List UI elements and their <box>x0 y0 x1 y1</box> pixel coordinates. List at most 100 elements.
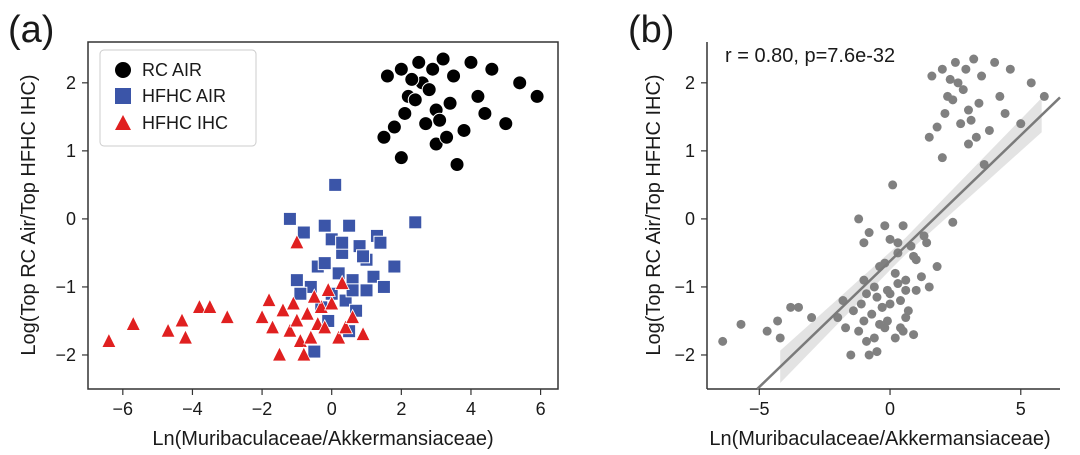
panel-a-marks <box>101 51 545 362</box>
point-combined <box>953 78 963 88</box>
point-combined <box>995 91 1005 101</box>
point-hfhc-air <box>317 218 332 233</box>
point-hfhc-air <box>307 344 322 359</box>
point-rc-air <box>512 75 528 91</box>
point-combined <box>961 64 971 74</box>
point-combined <box>893 279 903 289</box>
point-combined <box>885 234 895 244</box>
point-rc-air <box>432 112 448 128</box>
point-combined <box>895 323 905 333</box>
point-rc-air <box>439 129 455 145</box>
point-hfhc-ihc <box>264 318 281 335</box>
point-hfhc-ihc <box>261 291 277 307</box>
panel-a-letter: (a) <box>8 9 54 51</box>
point-rc-air <box>407 92 423 108</box>
point-combined <box>773 316 783 326</box>
point-combined <box>950 57 960 67</box>
point-hfhc-ihc <box>202 298 218 314</box>
point-combined <box>916 272 926 282</box>
point-combined <box>956 119 966 129</box>
point-hfhc-ihc <box>303 329 319 345</box>
point-combined <box>869 282 879 292</box>
point-hfhc-ihc <box>174 312 190 328</box>
point-combined <box>869 333 879 343</box>
point-combined <box>854 214 864 224</box>
point-combined <box>919 231 929 241</box>
y-tick-label: 1 <box>685 141 695 161</box>
point-combined <box>846 350 856 360</box>
legend-triangle-icon <box>115 115 131 130</box>
point-hfhc-air <box>335 235 350 250</box>
point-combined <box>864 228 874 238</box>
point-combined <box>872 347 882 357</box>
y-tick-label: −2 <box>55 345 76 365</box>
point-rc-air <box>425 61 441 77</box>
point-combined <box>948 217 958 227</box>
point-combined <box>872 292 882 302</box>
point-combined <box>927 71 937 81</box>
correlation-annotation: r = 0.80, p=7.6e-32 <box>725 45 895 67</box>
point-combined <box>786 302 796 312</box>
point-combined <box>990 57 1000 67</box>
point-rc-air <box>421 82 437 98</box>
point-combined <box>841 323 851 333</box>
point-hfhc-ihc <box>177 329 194 345</box>
panel-a-frame <box>87 41 559 390</box>
point-hfhc-air <box>342 218 357 233</box>
point-rc-air <box>463 54 479 70</box>
point-combined <box>775 333 785 343</box>
point-combined <box>877 302 887 312</box>
point-rc-air <box>376 129 392 145</box>
y-tick-label: 2 <box>685 73 695 93</box>
y-tick-label: 1 <box>66 141 76 161</box>
panel-a-y-axis-label: Log(Top RC Air/Top HFHC IHC) <box>18 74 40 355</box>
panel-a-x-axis-label: Ln(Muribaculaceae/Akkermansiaceae) <box>152 428 493 450</box>
point-hfhc-ihc <box>299 305 315 321</box>
y-tick-label: −1 <box>674 277 695 297</box>
point-combined <box>969 54 979 64</box>
y-tick-label: 0 <box>66 209 76 229</box>
legend-label-hfhc-ihc: HFHC IHC <box>142 113 228 133</box>
point-combined <box>932 122 942 132</box>
point-combined <box>882 285 892 295</box>
point-combined <box>848 306 858 316</box>
x-tick-label: 4 <box>466 399 476 419</box>
point-hfhc-ihc <box>289 233 305 250</box>
point-hfhc-air <box>296 225 311 240</box>
scatter-panel-b: (b) −5 0 5 −2 −1 0 1 2 r = 0.80, p=7.6e-32 Ln(M… <box>628 9 1061 450</box>
point-combined <box>898 221 908 231</box>
point-hfhc-ihc <box>160 322 176 338</box>
point-hfhc-air <box>345 283 360 298</box>
point-combined <box>901 275 911 285</box>
legend-label-hfhc-air: HFHC AIR <box>142 86 226 106</box>
y-tick-label: −2 <box>674 345 695 365</box>
point-combined <box>1016 119 1026 129</box>
point-rc-air <box>393 61 409 77</box>
point-combined <box>888 180 898 190</box>
point-combined <box>963 139 973 149</box>
point-combined <box>958 85 968 95</box>
x-tick-label: 0 <box>885 399 895 419</box>
point-combined <box>1039 91 1049 101</box>
point-combined <box>937 64 947 74</box>
point-combined <box>924 282 934 292</box>
point-hfhc-ihc <box>285 295 302 311</box>
x-tick-label: 5 <box>1016 399 1026 419</box>
x-tick-label: −6 <box>113 399 134 419</box>
point-rc-air <box>498 116 514 132</box>
point-combined <box>895 296 905 306</box>
point-hfhc-ihc <box>337 318 354 335</box>
point-rc-air <box>446 68 462 84</box>
point-combined <box>911 285 921 295</box>
panel-a-legend: RC AIR HFHC AIR HFHC IHC <box>99 49 257 147</box>
point-hfhc-air <box>317 256 332 271</box>
point-hfhc-ihc <box>320 281 336 297</box>
legend-box <box>99 49 257 147</box>
point-hfhc-air <box>282 211 297 226</box>
point-hfhc-ihc <box>306 288 322 304</box>
point-combined <box>977 71 987 81</box>
point-rc-air <box>418 116 434 132</box>
x-tick-label: −2 <box>252 399 273 419</box>
panel-b-marks <box>718 54 1049 360</box>
point-combined <box>856 299 866 309</box>
